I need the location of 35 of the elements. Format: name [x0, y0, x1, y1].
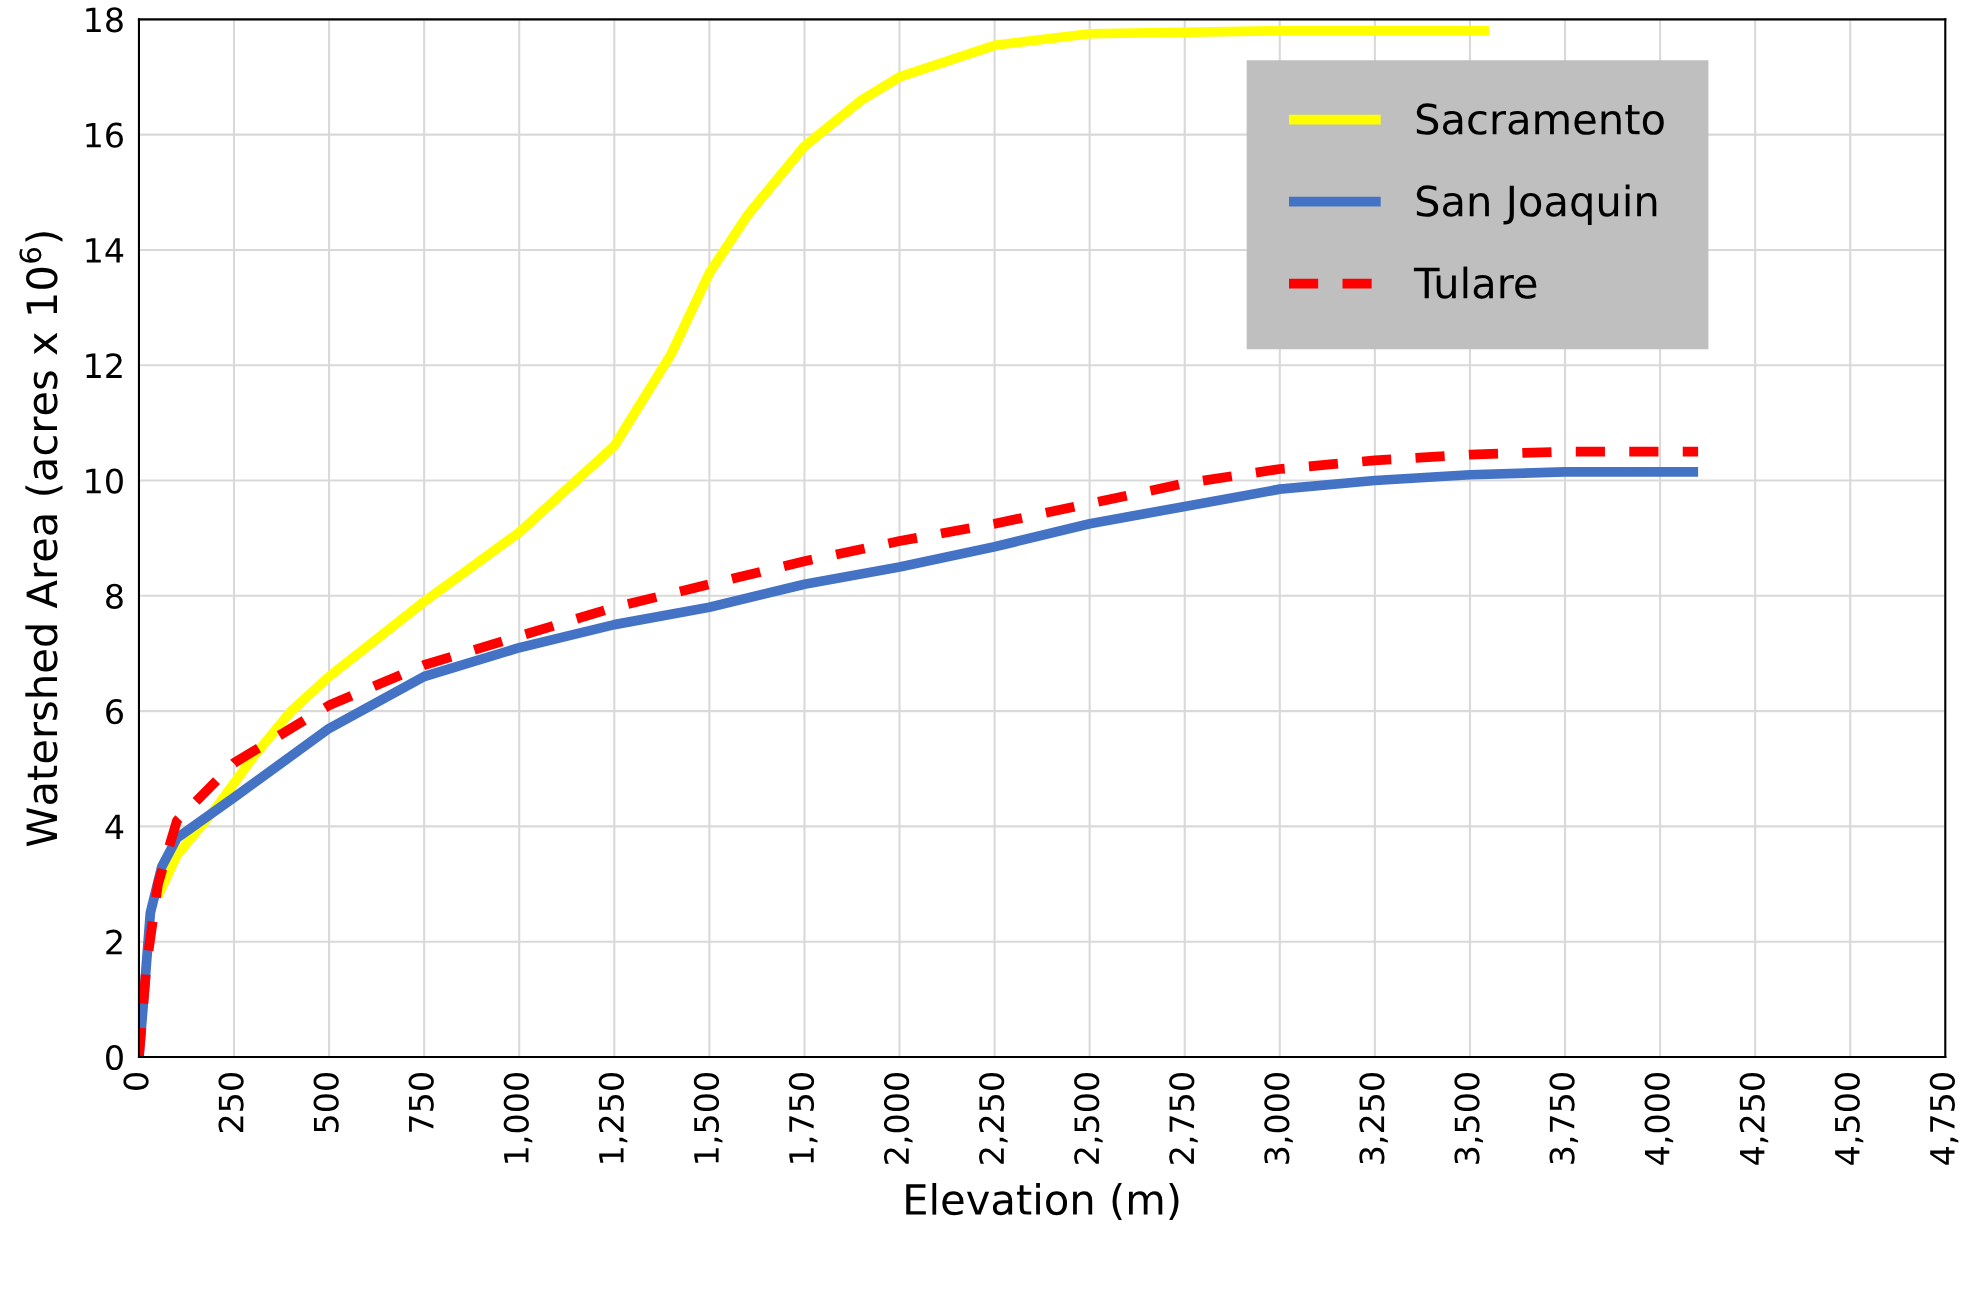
- y-tick-label: 8: [106, 583, 123, 609]
- y-tick-label: 2: [106, 929, 122, 955]
- y-tick-label: 12: [86, 353, 122, 378]
- y-tick-label: 14: [86, 238, 124, 263]
- x-tick-label: 3,750: [1549, 1073, 1579, 1164]
- y-axis-title: Watershed Area (acres x 10$^{6}$): [19, 232, 63, 847]
- x-tick-label: 3,250: [1359, 1073, 1388, 1164]
- x-tick-label: 500: [313, 1073, 339, 1132]
- legend-label: San Joaquin: [1416, 184, 1657, 225]
- x-tick-label: 3,500: [1454, 1073, 1484, 1164]
- legend-label: Sacramento: [1416, 103, 1664, 135]
- y-tick-label: 0: [106, 1044, 123, 1071]
- y-tick-label: 16: [86, 122, 123, 148]
- x-tick-label: 1,750: [788, 1073, 818, 1163]
- x-tick-label: 750: [408, 1073, 434, 1132]
- x-tick-label: 2,000: [883, 1073, 913, 1164]
- x-tick-label: 4,750: [1929, 1073, 1959, 1165]
- x-tick-label: 2,250: [979, 1073, 1008, 1164]
- legend-label: Tulare: [1413, 266, 1537, 299]
- x-tick-label: 1,500: [693, 1073, 723, 1163]
- x-tick-label: 250: [218, 1073, 244, 1133]
- y-tick-label: 18: [86, 7, 123, 33]
- x-tick-label: 1,250: [598, 1073, 628, 1163]
- x-tick-label: 3,000: [1264, 1073, 1293, 1164]
- y-tick-label: 6: [106, 699, 123, 725]
- y-tick-label: 4: [105, 814, 124, 840]
- x-tick-label: 4,500: [1834, 1073, 1864, 1165]
- x-axis-title: Elevation (m): [906, 1182, 1179, 1221]
- x-tick-label: 0: [123, 1073, 149, 1090]
- x-tick-label: 4,250: [1739, 1073, 1769, 1165]
- x-tick-label: 1,000: [503, 1073, 533, 1163]
- y-tick-label: 10: [86, 468, 123, 494]
- x-tick-label: 2,750: [1169, 1073, 1198, 1164]
- x-tick-label: 2,500: [1074, 1073, 1103, 1164]
- x-tick-label: 4,000: [1644, 1073, 1674, 1165]
